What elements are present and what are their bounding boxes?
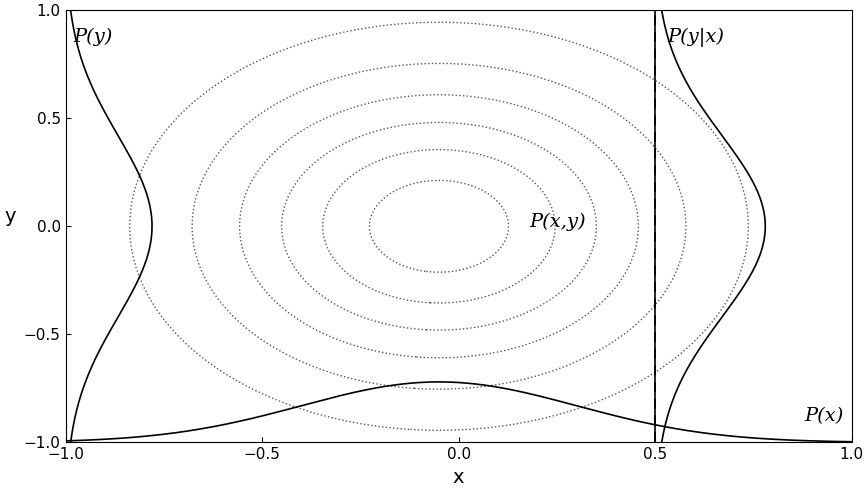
Text: P(x,y): P(x,y) [529, 213, 586, 231]
Text: P(y|x): P(y|x) [667, 27, 724, 47]
Text: P(x): P(x) [805, 407, 844, 425]
Text: P(y): P(y) [74, 27, 113, 46]
Y-axis label: y: y [4, 207, 16, 226]
X-axis label: x: x [453, 468, 464, 487]
